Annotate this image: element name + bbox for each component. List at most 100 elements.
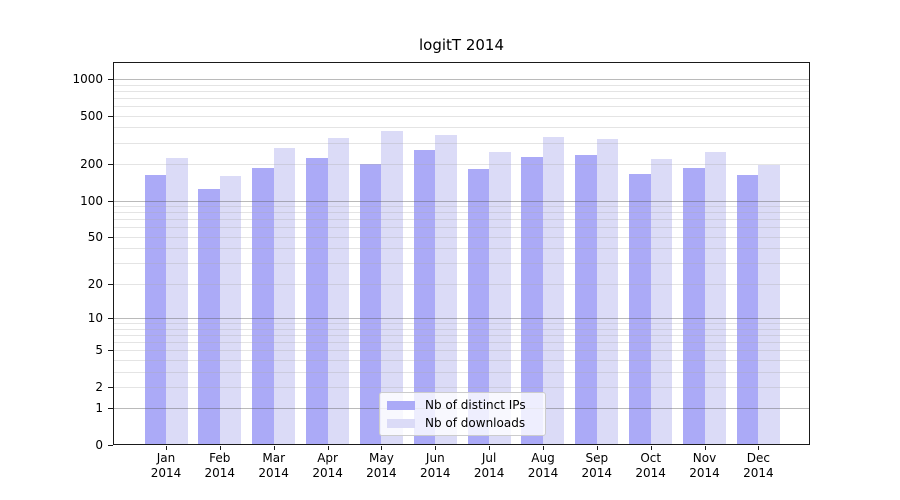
y-tick-label-50: 50	[87, 229, 103, 244]
y-tick-label-10: 10	[87, 311, 103, 325]
gridline-minor-5	[113, 350, 810, 352]
x-tick-aug	[543, 446, 544, 450]
y-tick-label-0: 0	[95, 438, 103, 452]
bar-ips-feb	[198, 188, 220, 445]
y-tick-5	[108, 350, 113, 352]
gridline-minor-7	[113, 334, 810, 336]
gridline-minor-700	[113, 97, 810, 99]
x-tick-jul	[489, 446, 491, 450]
legend-swatch-ips	[387, 400, 415, 410]
bar-downloads-mar	[273, 147, 296, 445]
x-tick-feb	[219, 446, 221, 450]
gridline-minor-800	[113, 90, 810, 92]
gridline-minor-80	[113, 212, 810, 214]
bar-ips-mar	[252, 168, 274, 445]
x-tick-label-may: May 2014	[366, 451, 397, 480]
gridline-minor-40	[113, 248, 810, 250]
x-tick-label-feb: Feb 2014	[204, 451, 236, 480]
x-tick-may	[381, 446, 383, 450]
y-tick-label-1: 1	[95, 401, 103, 416]
x-tick-label-oct: Oct 2014	[635, 451, 666, 480]
gridline-minor-200	[113, 164, 810, 165]
y-tick-0	[108, 445, 113, 446]
gridline-minor-2	[113, 386, 810, 388]
gridline-minor-90	[113, 206, 810, 207]
gridline-minor-50	[113, 236, 810, 238]
bar-downloads-may	[381, 131, 403, 445]
bar-ips-nov	[683, 167, 705, 445]
gridline-minor-900	[113, 84, 810, 86]
y-tick-20	[108, 283, 113, 285]
bar-downloads-oct	[650, 158, 673, 445]
gridline-major-1000	[113, 78, 810, 80]
bar-ips-jun	[413, 149, 436, 445]
y-tick-label-200: 200	[80, 157, 103, 171]
y-tick-1000	[108, 78, 113, 80]
x-tick-label-apr: Apr 2014	[312, 451, 343, 480]
gridline-minor-30	[113, 263, 810, 265]
y-tick-label-5: 5	[95, 343, 103, 358]
gridline-minor-4	[113, 359, 810, 361]
gridline-minor-9	[113, 323, 810, 324]
legend: Nb of distinct IPs Nb of downloads	[379, 392, 546, 436]
x-tick-label-jan: Jan 2014	[150, 451, 182, 480]
y-tick-200	[108, 164, 113, 165]
x-tick-label-jul: Jul 2014	[473, 451, 505, 480]
bar-downloads-dec	[758, 164, 780, 445]
bar-downloads-nov	[704, 151, 726, 445]
y-tick-label-100: 100	[80, 193, 103, 208]
y-tick-500	[108, 115, 113, 117]
bar-downloads-feb	[219, 176, 242, 445]
y-tick-100	[108, 200, 113, 202]
x-tick-label-aug: Aug 2014	[527, 451, 559, 480]
bar-downloads-aug	[542, 136, 565, 445]
x-tick-jun	[435, 446, 437, 450]
x-tick-label-dec: Dec 2014	[743, 451, 774, 480]
gridline-major-10	[113, 318, 810, 319]
y-tick-1	[108, 408, 113, 410]
bar-ips-apr	[306, 157, 328, 445]
bar-downloads-sep	[596, 138, 619, 445]
gridline-minor-300	[113, 142, 810, 144]
bar-ips-oct	[629, 173, 651, 445]
y-tick-10	[108, 318, 113, 319]
x-tick-label-jun: Jun 2014	[420, 451, 451, 480]
gridline-minor-500	[113, 115, 810, 117]
legend-row-downloads: Nb of downloads	[387, 416, 538, 430]
y-tick-label-1000: 1000	[72, 71, 103, 86]
bar-downloads-jul	[489, 151, 511, 445]
x-tick-label-mar: Mar 2014	[258, 451, 289, 480]
y-tick-50	[108, 236, 113, 238]
gridline-minor-20	[113, 283, 810, 285]
bar-downloads-apr	[327, 137, 350, 445]
legend-label-downloads: Nb of downloads	[425, 416, 526, 430]
x-tick-nov	[704, 446, 706, 450]
legend-swatch-downloads	[387, 418, 415, 428]
x-tick-mar	[273, 446, 275, 450]
bar-downloads-jun	[435, 134, 457, 445]
x-tick-label-sep: Sep 2014	[581, 451, 613, 480]
bar-ips-jan	[144, 174, 166, 445]
gridline-minor-8	[113, 328, 810, 330]
gridline-minor-3	[113, 371, 810, 373]
x-tick-oct	[650, 446, 652, 450]
y-tick-label-20: 20	[87, 276, 103, 291]
x-tick-jan	[166, 446, 167, 450]
bar-ips-jul	[467, 168, 490, 445]
x-tick-label-nov: Nov 2014	[689, 451, 720, 480]
gridline-minor-600	[113, 106, 810, 107]
legend-row-ips: Nb of distinct IPs	[387, 398, 538, 412]
gridline-minor-400	[113, 127, 810, 129]
y-tick-label-2: 2	[95, 379, 103, 394]
bar-ips-may	[359, 163, 382, 445]
x-tick-apr	[327, 446, 329, 450]
gridline-minor-60	[113, 227, 810, 229]
gridline-minor-70	[113, 219, 810, 221]
y-tick-2	[108, 386, 113, 388]
bar-ips-aug	[521, 156, 543, 445]
legend-label-ips: Nb of distinct IPs	[425, 398, 526, 412]
bar-downloads-jan	[166, 158, 188, 445]
bar-ips-dec	[736, 174, 759, 445]
gridline-major-100	[113, 200, 810, 202]
